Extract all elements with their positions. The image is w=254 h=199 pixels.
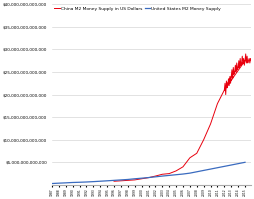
United States M2 Money Supply <box>113 179 116 181</box>
Line: China M2 Money Supply in US Dollars: China M2 Money Supply in US Dollars <box>114 54 251 181</box>
China M2 Money Supply in US Dollars <box>230 75 233 78</box>
United States M2 Money Supply <box>57 182 60 184</box>
United States M2 Money Supply <box>209 168 212 170</box>
United States M2 Money Supply <box>154 176 157 178</box>
United States M2 Money Supply <box>147 176 150 179</box>
China M2 Money Supply in US Dollars <box>244 53 247 55</box>
Legend: China M2 Money Supply in US Dollars, United States M2 Money Supply: China M2 Money Supply in US Dollars, Uni… <box>54 7 221 11</box>
United States M2 Money Supply <box>188 172 192 174</box>
United States M2 Money Supply <box>85 181 88 183</box>
United States M2 Money Supply <box>195 171 198 173</box>
United States M2 Money Supply <box>181 173 184 175</box>
United States M2 Money Supply <box>71 181 74 184</box>
United States M2 Money Supply <box>223 165 226 168</box>
United States M2 Money Supply <box>237 162 240 165</box>
United States M2 Money Supply <box>64 182 67 184</box>
China M2 Money Supply in US Dollars <box>244 60 247 62</box>
China M2 Money Supply in US Dollars <box>216 102 219 105</box>
United States M2 Money Supply <box>161 175 164 177</box>
United States M2 Money Supply <box>133 178 136 180</box>
China M2 Money Supply in US Dollars <box>223 89 226 91</box>
China M2 Money Supply in US Dollars <box>113 180 116 182</box>
United States M2 Money Supply <box>202 169 205 172</box>
United States M2 Money Supply <box>230 164 233 166</box>
United States M2 Money Supply <box>140 177 143 179</box>
United States M2 Money Supply <box>106 180 109 182</box>
United States M2 Money Supply <box>99 180 102 182</box>
United States M2 Money Supply <box>78 181 81 183</box>
United States M2 Money Supply <box>119 179 122 181</box>
United States M2 Money Supply <box>126 178 129 181</box>
China M2 Money Supply in US Dollars <box>181 166 184 168</box>
Line: United States M2 Money Supply: United States M2 Money Supply <box>52 162 245 183</box>
United States M2 Money Supply <box>216 167 219 169</box>
United States M2 Money Supply <box>92 180 95 183</box>
China M2 Money Supply in US Dollars <box>250 60 253 62</box>
United States M2 Money Supply <box>168 174 171 177</box>
China M2 Money Supply in US Dollars <box>234 71 237 73</box>
United States M2 Money Supply <box>51 182 54 185</box>
United States M2 Money Supply <box>174 174 178 176</box>
United States M2 Money Supply <box>244 161 247 164</box>
